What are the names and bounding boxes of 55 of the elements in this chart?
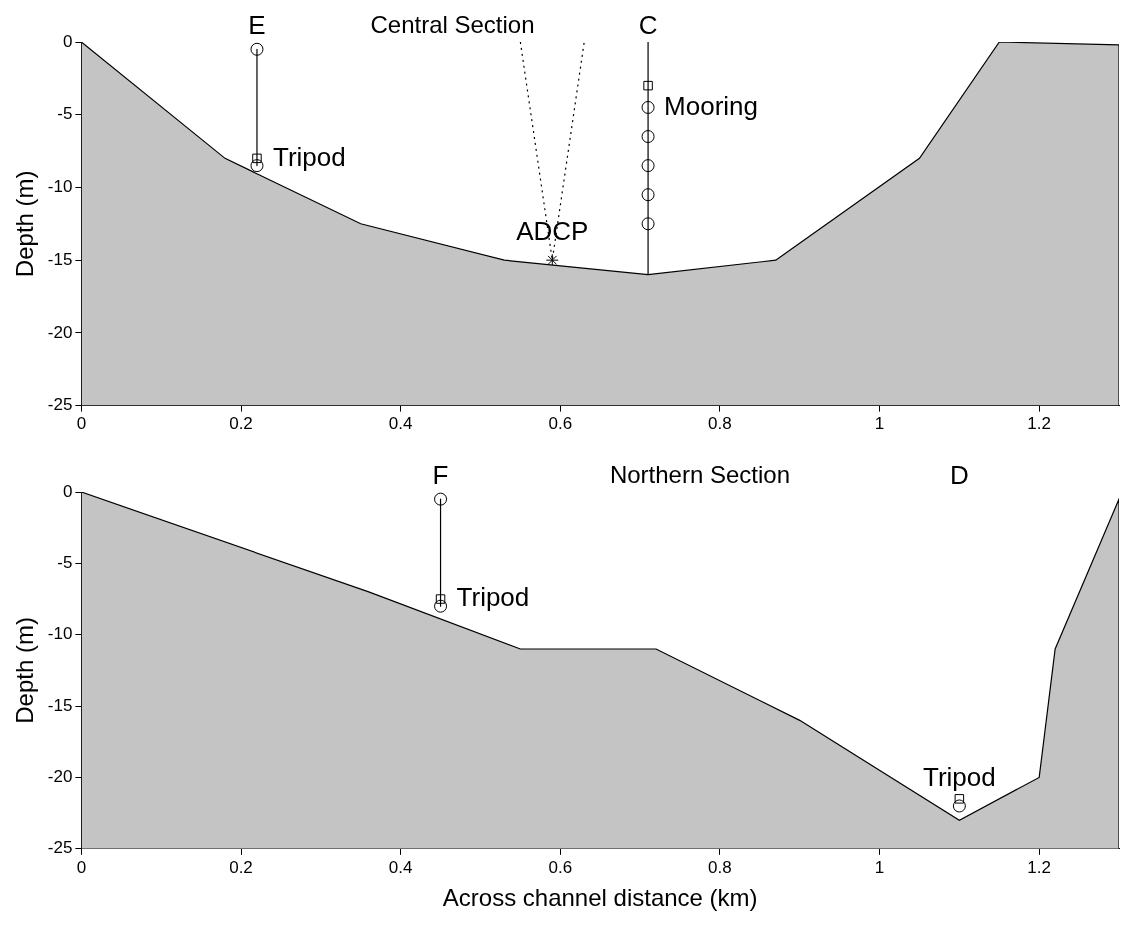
point — [435, 594, 446, 604]
x-tick-label: 0.8 — [708, 857, 732, 877]
point — [434, 492, 448, 506]
x-tick-label: 1.2 — [1027, 414, 1051, 434]
y-tick-label: -10 — [47, 177, 73, 197]
x-tick-label: 0 — [76, 414, 87, 434]
point — [545, 253, 559, 267]
annotation: C — [638, 10, 658, 41]
point — [641, 159, 655, 173]
x-tick-label: 0.6 — [548, 414, 573, 434]
x-axis-title: Across channel distance (km) — [442, 884, 758, 912]
x-tick-label: 0.8 — [708, 414, 732, 434]
y-tick-label: -25 — [47, 395, 73, 415]
annotation: Tripod — [456, 582, 530, 613]
annotation: E — [248, 10, 266, 41]
annotation: Mooring — [664, 90, 759, 121]
y-tick-label: -10 — [47, 624, 73, 644]
y-tick-label: 0 — [62, 481, 73, 501]
point — [641, 130, 655, 144]
x-tick-label: 1 — [874, 857, 885, 877]
y-tick-label: -5 — [57, 553, 73, 573]
point — [954, 794, 965, 804]
x-tick-label: 0.2 — [229, 857, 253, 877]
chart-title: Central Section — [370, 10, 535, 38]
point — [250, 42, 264, 56]
annotation: Tripod — [272, 141, 346, 172]
y-axis-title: Depth (m) — [11, 170, 39, 278]
annotation: F — [432, 460, 449, 491]
point — [952, 799, 966, 813]
chart-title: Northern Section — [609, 460, 790, 488]
y-axis-title: Depth (m) — [11, 617, 39, 724]
y-tick-label: -25 — [47, 838, 73, 858]
y-tick-label: 0 — [62, 31, 73, 51]
point — [643, 80, 653, 91]
annotation: ADCP — [516, 216, 589, 247]
x-tick-label: 0.6 — [548, 857, 573, 877]
point — [641, 188, 655, 202]
point — [434, 599, 448, 613]
x-tick-label: 0.4 — [388, 414, 413, 434]
y-tick-label: -20 — [47, 322, 73, 342]
point — [641, 217, 655, 231]
y-tick-label: -15 — [47, 695, 73, 715]
y-tick-label: -20 — [47, 767, 73, 787]
point — [250, 159, 264, 173]
x-tick-label: 0.4 — [388, 857, 413, 877]
x-tick-label: 0.2 — [229, 414, 253, 434]
point — [252, 153, 262, 164]
text: D — [949, 460, 969, 491]
y-tick-label: -15 — [47, 249, 73, 269]
point — [641, 100, 655, 114]
x-tick-label: 1.2 — [1027, 857, 1051, 877]
x-tick-label: 0 — [76, 857, 87, 877]
y-tick-label: -5 — [57, 104, 73, 124]
annotation: Tripod — [923, 762, 996, 793]
x-tick-label: 1 — [874, 414, 885, 434]
